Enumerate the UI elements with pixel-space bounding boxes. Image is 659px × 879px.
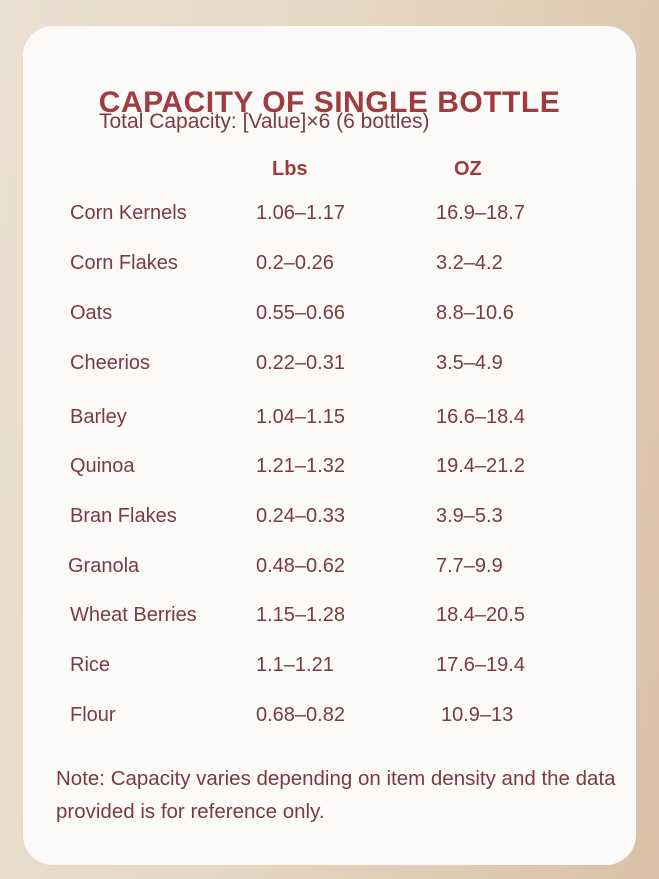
item-oz: 19.4–21.2 (436, 455, 525, 477)
table-row: Bran Flakes 0.24–0.33 3.9–5.3 (23, 505, 636, 535)
table-row: Granola 0.48–0.62 7.7–9.9 (23, 555, 636, 585)
table-row: Wheat Berries 1.15–1.28 18.4–20.5 (23, 604, 636, 634)
item-oz: 18.4–20.5 (436, 604, 525, 626)
table-row: Flour 0.68–0.82 10.9–13 (23, 704, 636, 734)
item-oz: 10.9–13 (441, 704, 514, 726)
item-lbs: 0.2–0.26 (256, 252, 334, 274)
item-oz: 3.2–4.2 (436, 252, 503, 274)
item-name: Quinoa (70, 455, 135, 477)
item-name: Barley (70, 406, 127, 428)
table-row: Corn Flakes 0.2–0.26 3.2–4.2 (23, 252, 636, 282)
item-lbs: 0.55–0.66 (256, 302, 345, 324)
item-name: Granola (68, 555, 140, 577)
item-oz: 7.7–9.9 (436, 555, 503, 577)
item-oz: 3.9–5.3 (436, 505, 503, 527)
column-header-oz: OZ (454, 158, 482, 180)
item-name: Flour (70, 704, 116, 726)
item-lbs: 0.48–0.62 (256, 555, 345, 577)
table-row: Rice 1.1–1.21 17.6–19.4 (23, 654, 636, 684)
reference-note: Note: Capacity varies depending on item … (56, 767, 616, 823)
item-lbs: 0.68–0.82 (256, 704, 345, 726)
table-row: Quinoa 1.21–1.32 19.4–21.2 (23, 455, 636, 485)
item-name: Bran Flakes (70, 505, 177, 527)
table-row: Corn Kernels 1.06–1.17 16.9–18.7 (23, 202, 636, 232)
item-lbs: 1.15–1.28 (256, 604, 345, 626)
item-name: Oats (70, 302, 113, 324)
table-row: Barley 1.04–1.15 16.6–18.4 (23, 406, 636, 436)
item-name: Corn Kernels (70, 202, 187, 224)
page-title: CAPACITY OF SINGLE BOTTLE (98, 86, 561, 119)
table-row: Cheerios 0.22–0.31 3.5–4.9 (23, 352, 636, 382)
item-name: Rice (70, 654, 111, 676)
item-name: Cheerios (70, 352, 151, 374)
capacity-card: CAPACITY OF SINGLE BOTTLE Total Capacity… (23, 26, 636, 865)
item-oz: 16.9–18.7 (436, 202, 525, 224)
item-lbs: 1.06–1.17 (256, 202, 345, 224)
table-row: Oats 0.55–0.66 8.8–10.6 (23, 302, 636, 332)
item-oz: 16.6–18.4 (436, 406, 525, 428)
item-lbs: 0.22–0.31 (256, 352, 345, 374)
item-name: Corn Flakes (70, 252, 178, 274)
column-header-lbs: Lbs (272, 158, 308, 180)
item-lbs: 1.04–1.15 (256, 406, 345, 428)
item-name: Wheat Berries (70, 604, 197, 626)
item-oz: 8.8–10.6 (436, 302, 514, 324)
item-oz: 17.6–19.4 (436, 654, 525, 676)
item-lbs: 1.1–1.21 (256, 654, 334, 676)
item-lbs: 1.21–1.32 (256, 455, 345, 477)
item-oz: 3.5–4.9 (436, 352, 503, 374)
total-capacity-subtitle: Total Capacity: [Value]×6 (6 bottles) (99, 110, 430, 133)
item-lbs: 0.24–0.33 (256, 505, 345, 527)
